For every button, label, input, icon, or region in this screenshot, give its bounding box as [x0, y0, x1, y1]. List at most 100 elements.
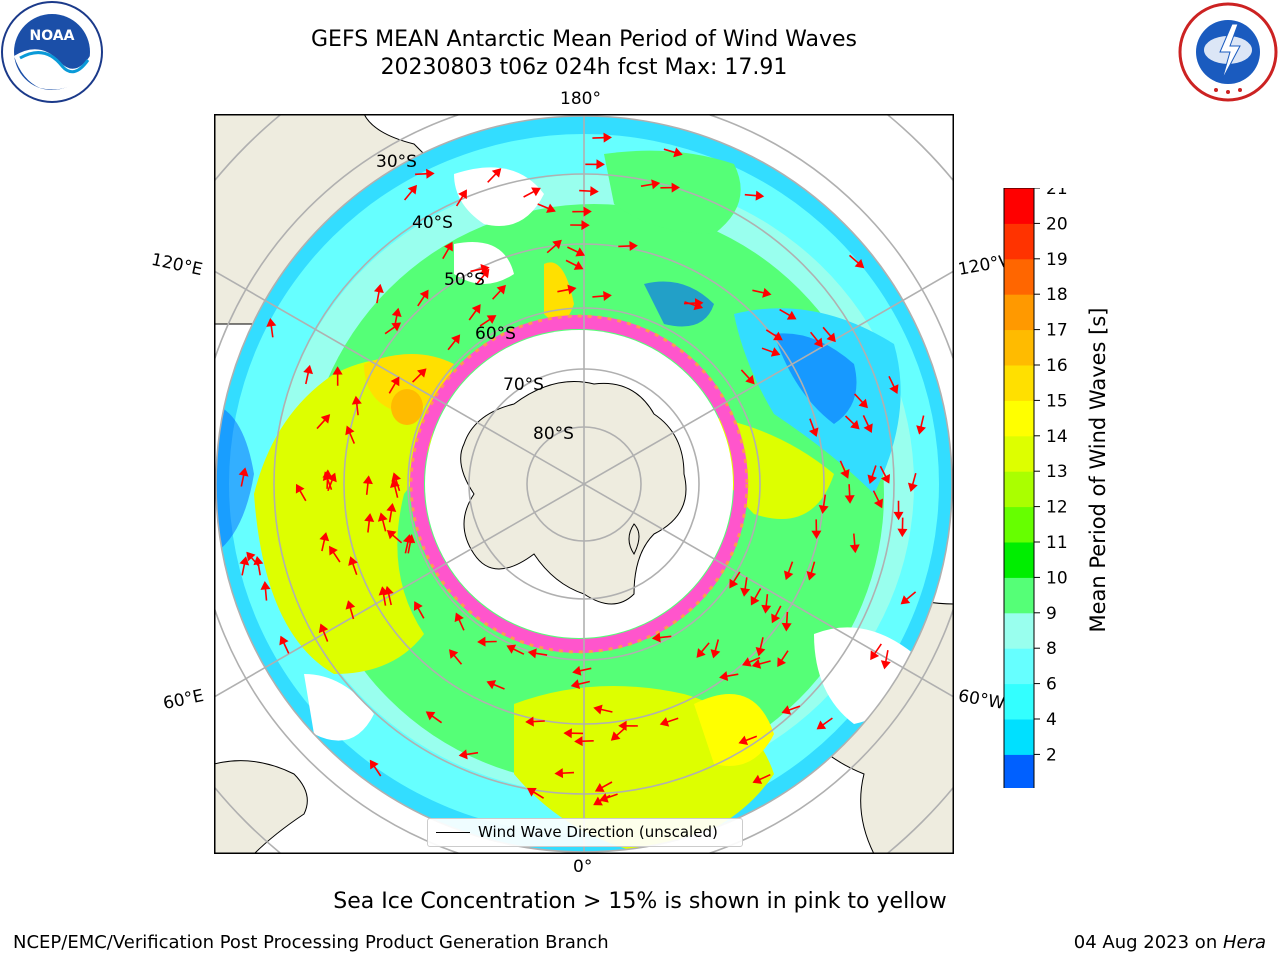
wind-arrow-head	[319, 532, 330, 542]
colorbar-segment	[1004, 612, 1034, 649]
wind-arrow-head	[849, 544, 860, 554]
wind-arrow-head	[575, 247, 585, 257]
colorbar-segment	[1004, 577, 1034, 614]
colorbar-tick-label: 9	[1046, 604, 1057, 624]
caption: Sea Ice Concentration > 15% is shown in …	[333, 889, 947, 914]
colorbar-tick-label: 12	[1046, 498, 1068, 518]
wind-arrow-head	[546, 203, 556, 213]
wind-arrow-head	[332, 366, 343, 375]
lon-label-180: 180°	[560, 89, 601, 109]
wind-arrow-head	[750, 595, 760, 606]
wind-arrow-head	[480, 264, 490, 274]
colorbar: 21 20 19 18 17 16 15 14 13 12 11 10 9 8 6 4 2	[1003, 188, 1068, 788]
wind-arrow-head	[629, 241, 638, 252]
wind-wave-arrows	[238, 132, 926, 806]
wind-arrow-head	[345, 600, 356, 610]
colorbar-tick-label: 10	[1046, 568, 1068, 588]
wind-arrow-head	[419, 289, 429, 300]
wind-arrow-head	[806, 571, 817, 581]
legend-label: Wind Wave Direction (unscaled)	[478, 823, 718, 841]
wind-arrow-head	[413, 601, 423, 611]
wind-arrow-head	[426, 168, 435, 179]
wind-arrow-head	[671, 182, 680, 193]
wind-arrow-head	[581, 220, 590, 231]
wind-arrow-head	[710, 649, 721, 659]
wind-arrow-head	[260, 581, 271, 590]
wind-arrow-head	[777, 657, 787, 667]
wind-arrow-head	[867, 474, 877, 484]
wind-arrow-head	[425, 711, 436, 721]
wind-arrow-head	[391, 307, 402, 317]
graticule	[214, 114, 954, 854]
wind-arrow-head	[752, 774, 763, 784]
colorbar-segment	[1004, 294, 1034, 331]
wind-arrow-head	[574, 736, 583, 747]
noaa-logo: NOAA	[1, 1, 103, 103]
wind-arrow-head	[593, 704, 603, 715]
colorbar-segment	[1004, 365, 1034, 401]
colorbar-tick-label: 4	[1046, 710, 1057, 730]
wind-arrow-head	[755, 646, 766, 657]
wind-arrow-head	[880, 660, 891, 670]
colorbar-tick-label: 8	[1046, 639, 1057, 659]
wind-arrow-head	[573, 260, 584, 270]
map-border	[214, 114, 954, 854]
lat-label-50s: 50°S	[444, 270, 485, 290]
colorbar-segment	[1004, 683, 1034, 720]
sea-ice-ring	[410, 315, 748, 653]
lat-label-80s: 80°S	[533, 424, 574, 444]
wind-arrow-head	[486, 680, 497, 690]
wind-arrow-head	[651, 632, 661, 643]
wind-arrow-head	[554, 768, 564, 779]
wind-arrow-head	[786, 310, 797, 320]
wind-arrow-head	[816, 720, 827, 730]
wind-arrow-head	[552, 239, 562, 250]
colorbar-label: Mean Period of Wind Waves [s]	[1086, 307, 1110, 633]
lat-label-60s: 60°S	[475, 324, 516, 344]
colorbar-tick-label: 20	[1046, 214, 1068, 234]
colorbar-segment	[1004, 435, 1034, 472]
footer-host: Hera	[1222, 932, 1266, 953]
map-legend: Wind Wave Direction (unscaled)	[427, 818, 743, 847]
wind-arrow-head	[570, 679, 581, 689]
chart-title: GEFS MEAN Antarctic Mean Period of Wind …	[311, 27, 857, 52]
wind-arrow-head	[386, 529, 397, 540]
colorbar-tick-label: 15	[1046, 391, 1068, 411]
wind-arrow-head	[889, 384, 899, 394]
wind-arrow-head	[873, 498, 884, 509]
colorbar-segment	[1004, 754, 1034, 788]
wind-arrow-head	[880, 473, 890, 484]
wind-arrow-head	[893, 511, 904, 521]
wind-arrow-head	[266, 317, 277, 327]
wind-arrow-head	[567, 284, 577, 295]
colorbar-segment	[1004, 223, 1034, 260]
wind-arrow-head	[491, 168, 502, 178]
wind-arrow-head	[458, 189, 467, 200]
wind-arrow-head	[320, 414, 331, 424]
nws-logo	[1178, 2, 1278, 102]
wind-arrow-head	[391, 472, 402, 482]
wind-arrow-head	[303, 364, 314, 375]
wind-arrow-head	[525, 716, 534, 727]
wind-arrow-head	[407, 184, 417, 195]
wind-arrow-head	[740, 587, 751, 597]
wind-arrow-head	[770, 347, 781, 357]
wind-arrow-head	[603, 132, 612, 143]
colorbar-tick-label: 19	[1046, 250, 1068, 270]
wind-arrow-head	[590, 186, 599, 197]
wind-arrow-head	[572, 665, 582, 676]
wind-arrow-head	[451, 334, 461, 345]
footer-credit: NCEP/EMC/Verification Post Processing Pr…	[13, 932, 609, 953]
wind-arrow-head	[390, 376, 400, 387]
colorbar-segment	[1004, 188, 1034, 224]
wind-arrow-head	[771, 613, 781, 624]
wind-arrow-head	[751, 659, 762, 669]
wind-arrow-head	[364, 513, 375, 522]
colorbar-tick-label: 2	[1046, 745, 1057, 765]
wind-arrow-head	[811, 530, 822, 539]
wind-arrow-head	[813, 337, 823, 348]
wind-arrow-head	[246, 551, 256, 562]
wind-arrow-head	[907, 482, 918, 492]
wind-arrow-head	[696, 648, 706, 658]
wind-arrow-head	[742, 657, 752, 667]
